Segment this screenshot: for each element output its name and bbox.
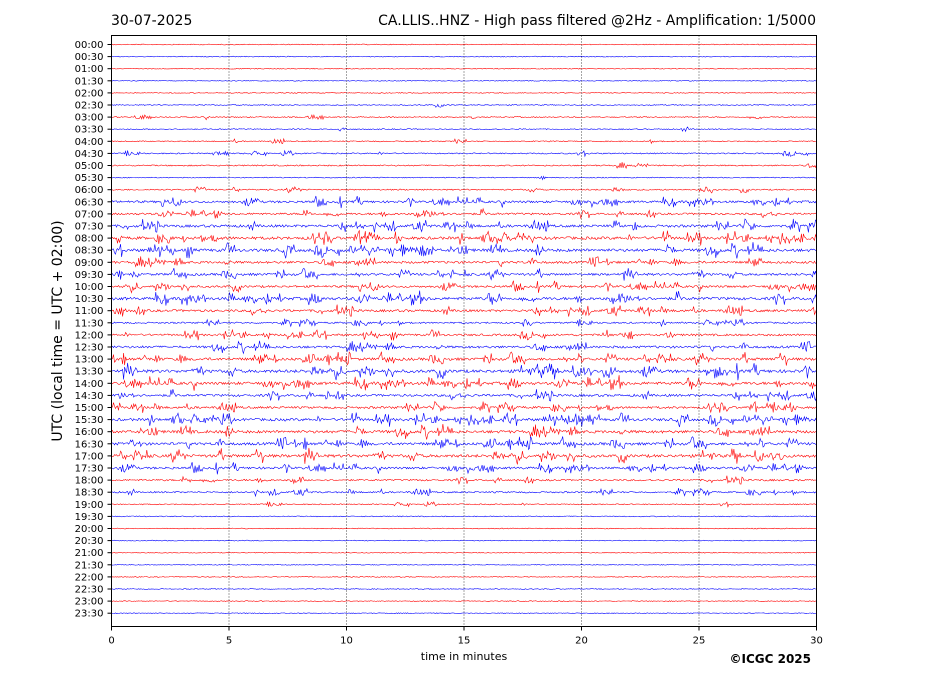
y-tick-label: 23:30 bbox=[75, 609, 104, 620]
y-tick-label: 10:00 bbox=[75, 282, 104, 293]
trace-2330 bbox=[111, 612, 817, 614]
x-axis-label: time in minutes bbox=[421, 650, 508, 663]
y-tick-label: 19:30 bbox=[75, 512, 104, 523]
x-tick-label: 5 bbox=[226, 636, 232, 647]
x-tick-group: 0 5 10 15 20 25 30 bbox=[108, 626, 823, 647]
y-tick-label: 16:30 bbox=[75, 439, 104, 450]
y-tick-label: 03:00 bbox=[75, 113, 104, 124]
y-tick-label: 22:00 bbox=[75, 572, 104, 583]
y-tick-label: 21:30 bbox=[75, 560, 104, 571]
x-tick-label: 10 bbox=[340, 636, 353, 647]
trace-0730 bbox=[111, 218, 817, 233]
y-tick-label: 15:00 bbox=[75, 403, 104, 414]
y-tick-label: 10:30 bbox=[75, 294, 104, 305]
trace-1030 bbox=[111, 290, 817, 306]
y-tick-label: 03:30 bbox=[75, 125, 104, 136]
x-tick-label: 0 bbox=[108, 636, 114, 647]
y-tick-label: 16:00 bbox=[75, 427, 104, 438]
y-tick-label: 14:30 bbox=[75, 391, 104, 402]
trace-1530 bbox=[111, 412, 817, 428]
vertical-gridlines bbox=[228, 35, 700, 627]
trace-2130 bbox=[111, 564, 817, 566]
date-label: 30-07-2025 bbox=[111, 13, 192, 29]
y-tick-label: 09:30 bbox=[75, 270, 104, 281]
y-tick-label: 15:30 bbox=[75, 415, 104, 426]
trace-1130 bbox=[111, 318, 817, 328]
trace-2200 bbox=[111, 576, 817, 578]
y-tick-label: 08:30 bbox=[75, 246, 104, 257]
y-tick-label: 12:00 bbox=[75, 330, 104, 341]
y-tick-label: 13:30 bbox=[75, 367, 104, 378]
x-tick-label: 15 bbox=[458, 636, 471, 647]
chart-title: CA.LLIS..HNZ - High pass filtered @2Hz -… bbox=[378, 13, 816, 29]
y-tick-label: 12:30 bbox=[75, 343, 104, 354]
x-tick-label: 20 bbox=[575, 636, 588, 647]
y-tick-label: 11:00 bbox=[75, 306, 104, 317]
y-tick-label: 05:30 bbox=[75, 173, 104, 184]
y-tick-label: 02:00 bbox=[75, 88, 104, 99]
y-tick-label: 11:30 bbox=[75, 318, 104, 329]
trace-0830 bbox=[111, 242, 817, 259]
y-tick-label: 20:30 bbox=[75, 536, 104, 547]
trace-2100 bbox=[111, 551, 817, 554]
y-tick-label: 01:00 bbox=[75, 64, 104, 75]
y-tick-label: 04:30 bbox=[75, 149, 104, 160]
y-tick-label: 00:00 bbox=[75, 40, 104, 51]
y-tick-label: 09:00 bbox=[75, 258, 104, 269]
x-tick-label: 30 bbox=[810, 636, 823, 647]
y-tick-label: 21:00 bbox=[75, 548, 104, 559]
trace-1630 bbox=[111, 435, 817, 451]
y-tick-label: 05:00 bbox=[75, 161, 104, 172]
y-tick-label: 00:30 bbox=[75, 52, 104, 63]
y-tick-label: 18:00 bbox=[75, 476, 104, 487]
y-tick-label: 02:30 bbox=[75, 101, 104, 112]
trace-1000 bbox=[111, 280, 817, 294]
trace-0630 bbox=[111, 195, 817, 209]
trace-0800 bbox=[111, 229, 817, 246]
y-tick-label: 13:00 bbox=[75, 355, 104, 366]
y-tick-label: 14:00 bbox=[75, 379, 104, 390]
y-tick-label: 17:00 bbox=[75, 451, 104, 462]
y-tick-label: 07:00 bbox=[75, 209, 104, 220]
trace-0900 bbox=[111, 256, 817, 268]
y-tick-label: 23:00 bbox=[75, 597, 104, 608]
y-tick-label: 17:30 bbox=[75, 464, 104, 475]
copyright-label: ©ICGC 2025 bbox=[729, 652, 811, 666]
trace-0700 bbox=[111, 207, 817, 220]
y-tick-label: 04:00 bbox=[75, 137, 104, 148]
y-tick-label: 18:30 bbox=[75, 488, 104, 499]
y-tick-label: 06:30 bbox=[75, 197, 104, 208]
y-tick-label: 20:00 bbox=[75, 524, 104, 535]
trace-1100 bbox=[111, 304, 817, 317]
trace-2300 bbox=[111, 600, 817, 602]
y-tick-label: 08:00 bbox=[75, 234, 104, 245]
y-axis-label: UTC (local time = UTC + 02:00) bbox=[50, 220, 66, 441]
plot-frame bbox=[111, 35, 817, 627]
y-tick-label: 22:30 bbox=[75, 585, 104, 596]
y-tick-label: 07:30 bbox=[75, 222, 104, 233]
trace-2230 bbox=[111, 588, 817, 590]
trace-1230 bbox=[111, 340, 817, 355]
x-tick-label: 25 bbox=[693, 636, 706, 647]
y-tick-label: 19:00 bbox=[75, 500, 104, 511]
y-tick-label: 01:30 bbox=[75, 76, 104, 87]
y-tick-label: 06:00 bbox=[75, 185, 104, 196]
